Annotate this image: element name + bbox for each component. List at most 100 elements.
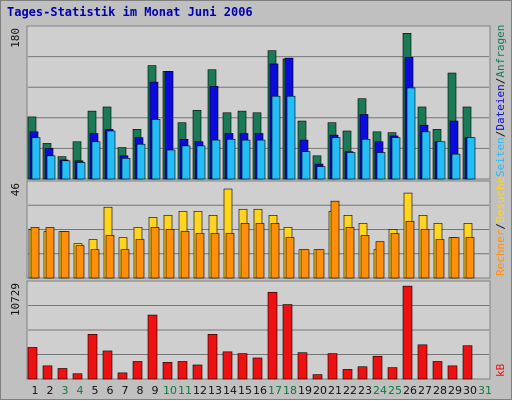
bar-top-seiten-3 xyxy=(61,160,71,180)
bar-top-seiten-13 xyxy=(211,139,221,180)
x-tick-label-20: 20 xyxy=(313,384,327,397)
bar-bottom-kb-8 xyxy=(132,361,143,380)
bar-top-seiten-11 xyxy=(181,145,191,180)
bar-top-seiten-24 xyxy=(376,152,386,180)
x-tick-label-25: 25 xyxy=(388,384,402,397)
legend-entry: Seiten xyxy=(494,137,507,177)
bar-bottom-kb-25 xyxy=(387,367,398,380)
bar-bottom-kb-19 xyxy=(297,352,308,380)
bar-top-seiten-4 xyxy=(76,162,86,180)
x-tick-label-4: 4 xyxy=(77,384,84,397)
bar-top-seiten-27 xyxy=(421,131,431,180)
bar-middle-rechner-2 xyxy=(45,227,55,279)
bar-bottom-kb-10 xyxy=(162,362,173,380)
bar-middle-rechner-10 xyxy=(165,229,175,279)
x-tick-label-16: 16 xyxy=(253,384,267,397)
chart-title: Tages-Statistik im Monat Juni 2006 xyxy=(7,5,253,19)
bar-middle-rechner-28 xyxy=(435,239,445,279)
bar-bottom-kb-22 xyxy=(342,369,353,380)
x-tick-label-1: 1 xyxy=(32,384,39,397)
bar-bottom-kb-11 xyxy=(177,361,188,380)
bar-top-seiten-22 xyxy=(346,152,356,180)
x-tick-label-21: 21 xyxy=(328,384,342,397)
bar-middle-rechner-6 xyxy=(105,235,115,279)
bar-bottom-kb-28 xyxy=(432,361,443,380)
bar-bottom-kb-18 xyxy=(282,304,293,380)
x-tick-label-23: 23 xyxy=(358,384,372,397)
bar-bottom-kb-30 xyxy=(462,345,473,380)
x-tick-label-26: 26 xyxy=(403,384,417,397)
bar-middle-rechner-29 xyxy=(450,237,460,279)
bar-middle-rechner-11 xyxy=(180,231,190,279)
bar-bottom-kb-13 xyxy=(207,334,218,380)
bar-middle-rechner-1 xyxy=(30,227,40,279)
x-tick-label-31: 31 xyxy=(478,384,492,397)
bar-bottom-kb-16 xyxy=(252,357,263,380)
bar-top-seiten-10 xyxy=(166,149,176,180)
x-tick-label-7: 7 xyxy=(122,384,129,397)
x-tick-label-2: 2 xyxy=(47,384,54,397)
bar-bottom-kb-7 xyxy=(117,372,128,380)
bar-top-seiten-18 xyxy=(286,95,296,180)
x-tick-label-28: 28 xyxy=(433,384,447,397)
x-tick-label-3: 3 xyxy=(62,384,69,397)
bar-middle-rechner-9 xyxy=(150,227,160,279)
bar-top-seiten-8 xyxy=(136,143,146,180)
bar-top-seiten-7 xyxy=(121,158,131,180)
bar-top-seiten-16 xyxy=(256,139,266,180)
bar-top-seiten-14 xyxy=(226,138,236,180)
bar-top-seiten-30 xyxy=(466,137,476,180)
bar-bottom-kb-26 xyxy=(402,285,413,380)
legend-label-bottom: kB xyxy=(494,363,507,377)
x-tick-label-18: 18 xyxy=(283,384,297,397)
legend-entry: / xyxy=(494,131,507,138)
legend-entry: Dateien xyxy=(494,84,507,130)
bar-bottom-kb-29 xyxy=(447,365,458,380)
bar-middle-rechner-8 xyxy=(135,239,145,279)
bar-middle-rechner-23 xyxy=(360,235,370,279)
bar-bottom-kb-15 xyxy=(237,353,248,380)
bar-middle-rechner-13 xyxy=(210,233,220,279)
bar-bottom-kb-5 xyxy=(87,334,98,380)
x-tick-label-29: 29 xyxy=(448,384,462,397)
bar-bottom-kb-21 xyxy=(327,353,338,380)
bar-top-seiten-12 xyxy=(196,145,206,180)
bar-middle-rechner-14 xyxy=(225,233,235,279)
bar-bottom-kb-20 xyxy=(312,374,323,380)
bar-top-seiten-19 xyxy=(301,151,311,180)
bar-middle-rechner-4 xyxy=(75,245,85,279)
x-tick-label-11: 11 xyxy=(178,384,192,397)
bar-middle-rechner-16 xyxy=(255,223,265,279)
bar-bottom-kb-12 xyxy=(192,364,203,380)
bar-bottom-kb-17 xyxy=(267,291,278,380)
x-tick-label-8: 8 xyxy=(137,384,144,397)
bar-middle-rechner-25 xyxy=(390,233,400,279)
bar-top-seiten-9 xyxy=(151,119,161,180)
x-tick-label-6: 6 xyxy=(107,384,114,397)
legend-label-top: Seiten/Dateien/Anfragen xyxy=(494,25,507,177)
x-tick-label-14: 14 xyxy=(223,384,237,397)
bar-bottom-kb-1 xyxy=(27,347,38,380)
bar-bottom-kb-3 xyxy=(57,368,68,380)
bar-middle-rechner-15 xyxy=(240,223,250,279)
bar-top-seiten-20 xyxy=(316,166,326,180)
bar-top-seiten-25 xyxy=(391,137,401,180)
bar-bottom-kb-23 xyxy=(357,366,368,380)
bar-middle-rechner-22 xyxy=(345,227,355,279)
bar-bottom-kb-2 xyxy=(42,365,53,380)
legend-entry: Besuche xyxy=(494,177,507,223)
bar-top-seiten-17 xyxy=(271,95,281,180)
legend-entry: / xyxy=(494,223,507,230)
bar-middle-rechner-3 xyxy=(60,231,70,279)
y-max-label-top: 180 xyxy=(9,28,22,48)
bar-middle-rechner-24 xyxy=(375,241,385,279)
bar-middle-rechner-27 xyxy=(420,229,430,279)
bar-top-seiten-21 xyxy=(331,137,341,180)
bar-bottom-kb-27 xyxy=(417,344,428,380)
x-tick-label-12: 12 xyxy=(193,384,207,397)
legend-label-middle: Rechner/Besuche xyxy=(494,177,507,276)
bar-bottom-kb-6 xyxy=(102,350,113,380)
bar-middle-rechner-30 xyxy=(465,237,475,279)
bar-bottom-kb-24 xyxy=(372,355,383,380)
bar-middle-rechner-21 xyxy=(330,200,340,279)
